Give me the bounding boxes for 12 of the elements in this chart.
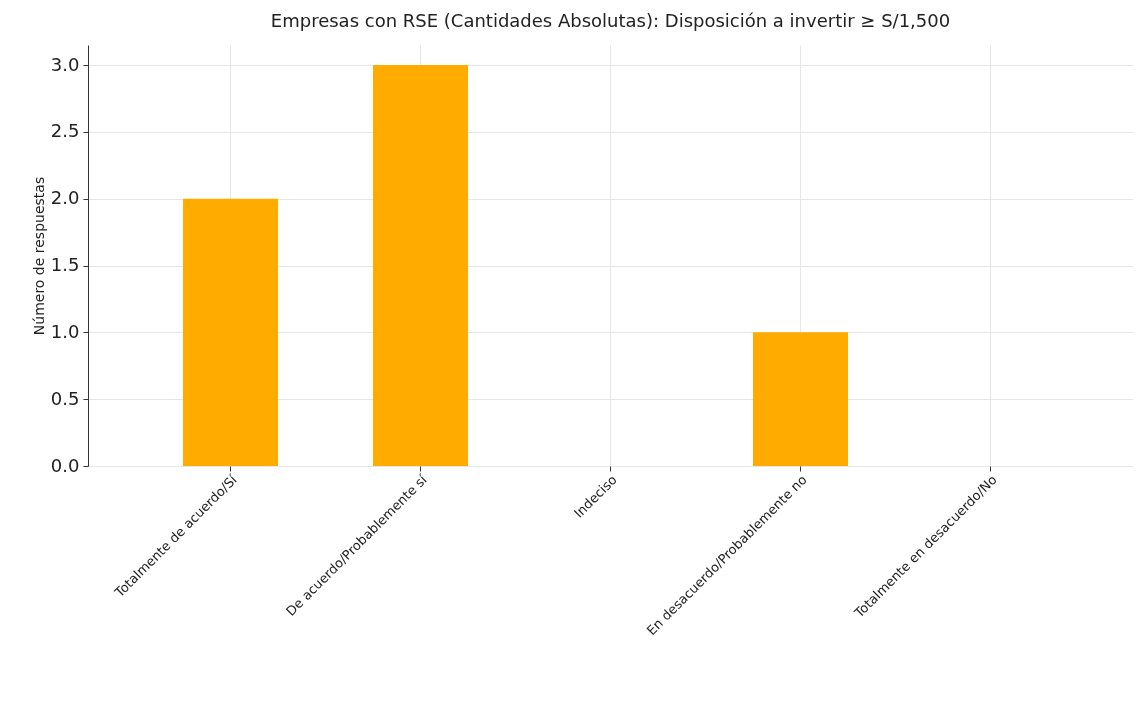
y-tick-label: 1.5 bbox=[50, 254, 80, 276]
y-axis-title: Número de respuestas bbox=[30, 176, 47, 336]
y-tick-label: 3.0 bbox=[50, 53, 80, 75]
y-tick-label: 1.0 bbox=[50, 320, 80, 342]
y-tick-label: 2.5 bbox=[50, 120, 80, 142]
bar bbox=[183, 198, 278, 466]
y-tick-label: 2.0 bbox=[50, 187, 80, 209]
chart-title: Empresas con RSE (Cantidades Absolutas): Disposición a invertir ≥ S/1,500 bbox=[270, 10, 951, 31]
y-tick-label: 0.0 bbox=[50, 454, 80, 476]
bar bbox=[753, 332, 848, 466]
y-tick-label: 0.5 bbox=[50, 387, 80, 409]
bar bbox=[373, 65, 468, 466]
